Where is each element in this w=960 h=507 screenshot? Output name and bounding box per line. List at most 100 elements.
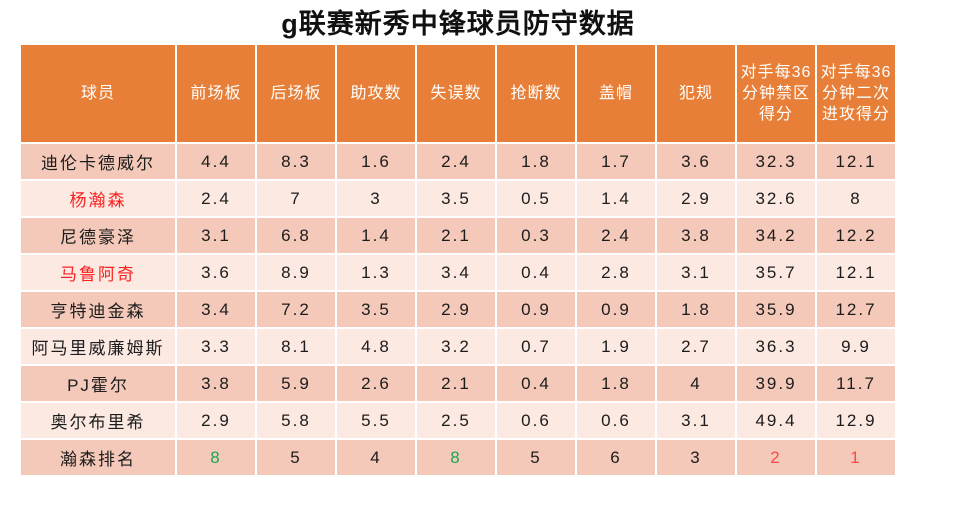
stat-cell: 12.1: [817, 255, 895, 290]
stat-cell: 3.4: [417, 255, 495, 290]
stat-cell: 9.9: [817, 329, 895, 364]
rank-cell: 5: [257, 440, 335, 475]
page-title: g联赛新秀中锋球员防守数据: [281, 8, 635, 39]
column-header-opp-2nd: 对手每36分钟二次进攻得分: [817, 45, 895, 142]
stat-cell: 3.8: [657, 218, 735, 253]
stat-cell: 1.4: [577, 181, 655, 216]
stat-cell: 0.5: [497, 181, 575, 216]
stat-cell: 8: [817, 181, 895, 216]
column-header-opp-paint: 对手每36分钟禁区得分: [737, 45, 815, 142]
stat-cell: 2.9: [417, 292, 495, 327]
player-name-cell: 亨特迪金森: [21, 292, 175, 327]
rank-cell: 6: [577, 440, 655, 475]
stat-cell: 3.6: [177, 255, 255, 290]
stat-cell: 1.8: [497, 144, 575, 179]
stat-cell: 3: [337, 181, 415, 216]
player-name-cell: 阿马里威廉姆斯: [21, 329, 175, 364]
stat-cell: 7: [257, 181, 335, 216]
stat-cell: 12.1: [817, 144, 895, 179]
stat-cell: 6.8: [257, 218, 335, 253]
stat-cell: 2.4: [177, 181, 255, 216]
stat-cell: 11.7: [817, 366, 895, 401]
stat-cell: 8.9: [257, 255, 335, 290]
stat-cell: 3.4: [177, 292, 255, 327]
stat-cell: 0.4: [497, 255, 575, 290]
stat-cell: 0.6: [577, 403, 655, 438]
stat-cell: 2.9: [657, 181, 735, 216]
stat-cell: 32.3: [737, 144, 815, 179]
stat-cell: 1.8: [657, 292, 735, 327]
stat-cell: 2.4: [417, 144, 495, 179]
stat-cell: 3.5: [337, 292, 415, 327]
stat-cell: 3.1: [177, 218, 255, 253]
rank-row-label: 瀚森排名: [21, 440, 175, 475]
stat-cell: 34.2: [737, 218, 815, 253]
stat-cell: 3.1: [657, 403, 735, 438]
stat-cell: 3.6: [657, 144, 735, 179]
stat-cell: 36.3: [737, 329, 815, 364]
stat-cell: 12.9: [817, 403, 895, 438]
column-header-pf: 犯规: [657, 45, 735, 142]
rank-cell: 2: [737, 440, 815, 475]
stat-cell: 5.9: [257, 366, 335, 401]
rank-cell: 4: [337, 440, 415, 475]
stat-cell: 4.8: [337, 329, 415, 364]
stat-cell: 2.8: [577, 255, 655, 290]
stat-cell: 32.6: [737, 181, 815, 216]
stat-cell: 1.8: [577, 366, 655, 401]
stat-cell: 1.6: [337, 144, 415, 179]
stat-cell: 4.4: [177, 144, 255, 179]
stat-cell: 7.2: [257, 292, 335, 327]
stat-cell: 3.8: [177, 366, 255, 401]
stat-cell: 1.4: [337, 218, 415, 253]
stat-cell: 2.6: [337, 366, 415, 401]
player-name-cell: 迪伦卡德威尔: [21, 144, 175, 179]
stat-cell: 35.9: [737, 292, 815, 327]
stat-cell: 2.9: [177, 403, 255, 438]
rank-cell: 8: [177, 440, 255, 475]
stat-cell: 2.7: [657, 329, 735, 364]
stat-cell: 3.2: [417, 329, 495, 364]
stat-cell: 1.9: [577, 329, 655, 364]
stat-cell: 0.9: [497, 292, 575, 327]
stat-cell: 8.1: [257, 329, 335, 364]
stat-cell: 12.2: [817, 218, 895, 253]
stat-cell: 2.1: [417, 366, 495, 401]
stat-cell: 4: [657, 366, 735, 401]
column-header-stl: 抢断数: [497, 45, 575, 142]
stat-cell: 8.3: [257, 144, 335, 179]
column-header-tov: 失误数: [417, 45, 495, 142]
stat-cell: 39.9: [737, 366, 815, 401]
stat-cell: 5.5: [337, 403, 415, 438]
player-name-cell: 马鲁阿奇: [21, 255, 175, 290]
stat-cell: 3.5: [417, 181, 495, 216]
rank-cell: 8: [417, 440, 495, 475]
stats-table: 球员 前场板 后场板 助攻数 失误数 抢断数 盖帽 犯规 对手每36分钟禁区得分…: [21, 45, 895, 475]
stat-cell: 2.1: [417, 218, 495, 253]
stat-cell: 5.8: [257, 403, 335, 438]
stat-cell: 0.3: [497, 218, 575, 253]
stat-cell: 49.4: [737, 403, 815, 438]
stat-cell: 0.7: [497, 329, 575, 364]
stat-cell: 12.7: [817, 292, 895, 327]
column-header-ast: 助攻数: [337, 45, 415, 142]
stat-cell: 2.5: [417, 403, 495, 438]
column-header-player: 球员: [21, 45, 175, 142]
stat-cell: 1.3: [337, 255, 415, 290]
stat-cell: 0.4: [497, 366, 575, 401]
stat-cell: 0.6: [497, 403, 575, 438]
stat-cell: 1.7: [577, 144, 655, 179]
rank-cell: 5: [497, 440, 575, 475]
stat-cell: 3.3: [177, 329, 255, 364]
player-name-cell: 奥尔布里希: [21, 403, 175, 438]
column-header-dreb: 后场板: [257, 45, 335, 142]
player-name-cell: PJ霍尔: [21, 366, 175, 401]
stat-cell: 0.9: [577, 292, 655, 327]
rank-cell: 3: [657, 440, 735, 475]
column-header-oreb: 前场板: [177, 45, 255, 142]
stat-cell: 35.7: [737, 255, 815, 290]
stat-cell: 2.4: [577, 218, 655, 253]
column-header-blk: 盖帽: [577, 45, 655, 142]
player-name-cell: 尼德豪泽: [21, 218, 175, 253]
